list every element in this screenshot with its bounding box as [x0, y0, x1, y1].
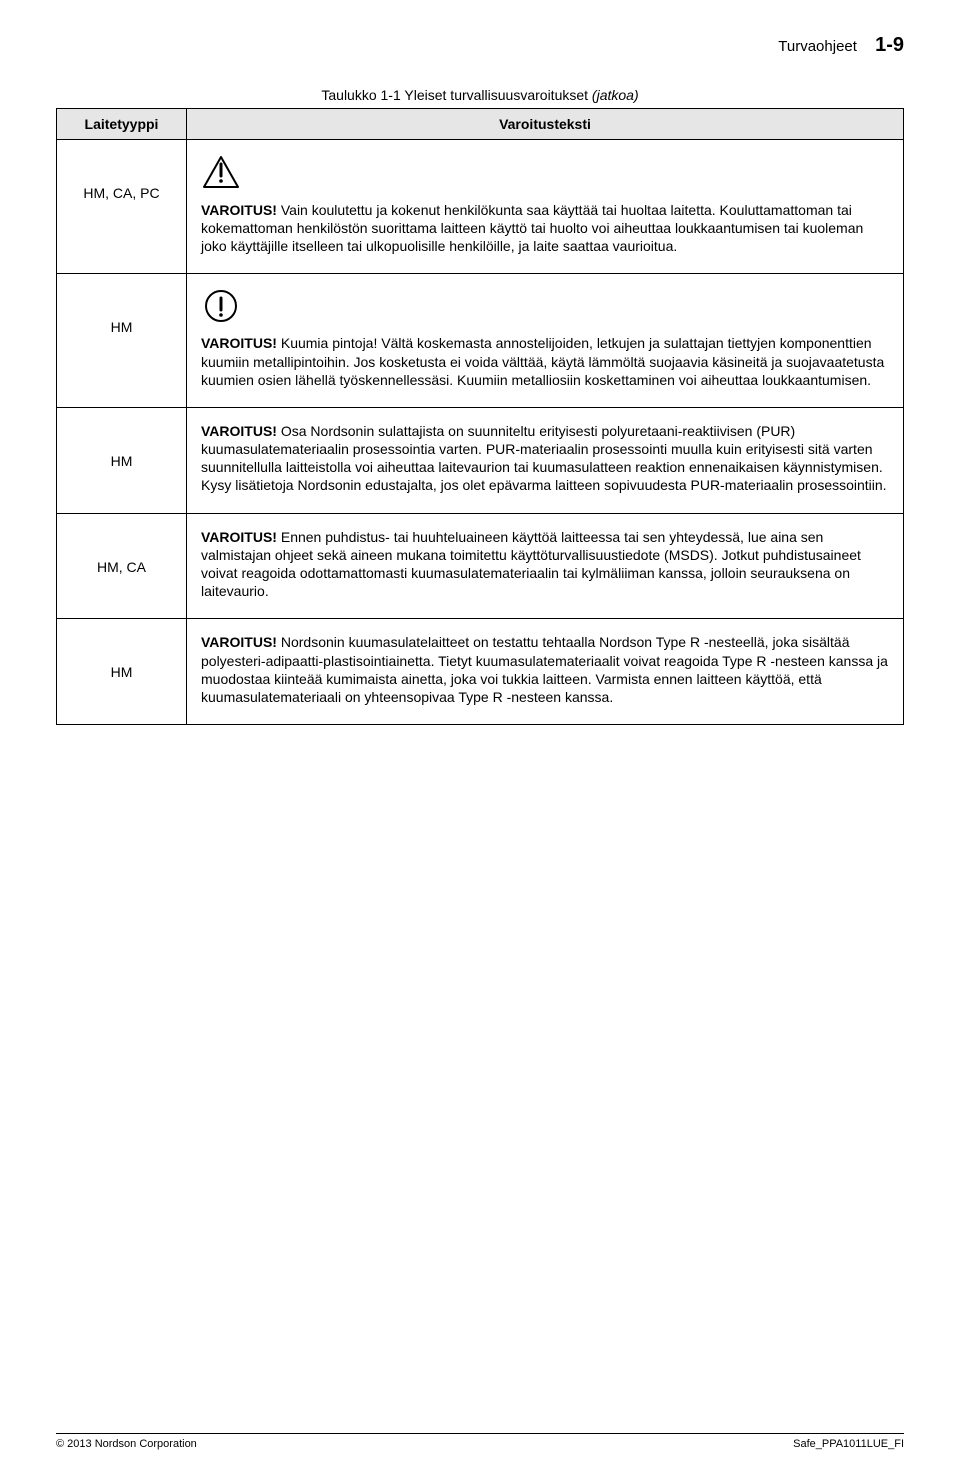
table-row: HM, CAVAROITUS! Ennen puhdistus- tai huu…: [57, 513, 904, 619]
warning-triangle-icon: [201, 154, 889, 194]
warning-text: VAROITUS! Osa Nordsonin sulattajista on …: [201, 422, 889, 495]
warning-cell: VAROITUS! Osa Nordsonin sulattajista on …: [187, 407, 904, 513]
warning-text: VAROITUS! Ennen puhdistus- tai huuhtelua…: [201, 528, 889, 601]
warning-lead: VAROITUS!: [201, 335, 281, 351]
warning-cell: VAROITUS! Nordsonin kuumasulatelaitteet …: [187, 619, 904, 725]
col-header-text: Varoitusteksti: [187, 109, 904, 140]
type-cell: HM: [57, 274, 187, 408]
caption-contd: (jatkoa): [592, 87, 639, 103]
warning-lead: VAROITUS!: [201, 202, 281, 218]
page-header: Turvaohjeet 1-9: [56, 32, 904, 58]
warning-text: VAROITUS! Nordsonin kuumasulatelaitteet …: [201, 633, 889, 706]
footer-docid: Safe_PPA1011LUE_FI: [793, 1437, 904, 1451]
table-header-row: Laitetyyppi Varoitusteksti: [57, 109, 904, 140]
warning-cell: VAROITUS! Kuumia pintoja! Vältä koskemas…: [187, 274, 904, 408]
page: Turvaohjeet 1-9 Taulukko 1-1 Yleiset tur…: [0, 0, 960, 1469]
caption-label: Taulukko 1-1 Yleiset turvallisuusvaroitu…: [321, 87, 588, 103]
table-row: HM VAROITUS! Kuumia pintoja! Vältä koskem…: [57, 274, 904, 408]
table-caption: Taulukko 1-1 Yleiset turvallisuusvaroitu…: [56, 86, 904, 104]
type-cell: HM, CA: [57, 513, 187, 619]
warning-text: VAROITUS! Kuumia pintoja! Vältä koskemas…: [201, 334, 889, 389]
page-footer: © 2013 Nordson Corporation Safe_PPA1011L…: [56, 1433, 904, 1451]
col-header-type: Laitetyyppi: [57, 109, 187, 140]
footer-copyright: © 2013 Nordson Corporation: [56, 1437, 197, 1451]
warnings-table: Laitetyyppi Varoitusteksti HM, CA, PC VAR…: [56, 108, 904, 725]
warning-circle-icon: [201, 288, 889, 328]
warning-lead: VAROITUS!: [201, 423, 281, 439]
warning-lead: VAROITUS!: [201, 634, 281, 650]
type-cell: HM: [57, 407, 187, 513]
table-row: HM, CA, PC VAROITUS! Vain koulutettu ja k…: [57, 140, 904, 274]
table-row: HMVAROITUS! Nordsonin kuumasulatelaittee…: [57, 619, 904, 725]
type-cell: HM, CA, PC: [57, 140, 187, 274]
header-page-number: 1-9: [875, 34, 904, 56]
header-section: Turvaohjeet: [778, 38, 857, 55]
warning-text: VAROITUS! Vain koulutettu ja kokenut hen…: [201, 201, 889, 256]
type-cell: HM: [57, 619, 187, 725]
table-row: HMVAROITUS! Osa Nordsonin sulattajista o…: [57, 407, 904, 513]
warning-cell: VAROITUS! Ennen puhdistus- tai huuhtelua…: [187, 513, 904, 619]
warning-lead: VAROITUS!: [201, 529, 281, 545]
warning-cell: VAROITUS! Vain koulutettu ja kokenut hen…: [187, 140, 904, 274]
